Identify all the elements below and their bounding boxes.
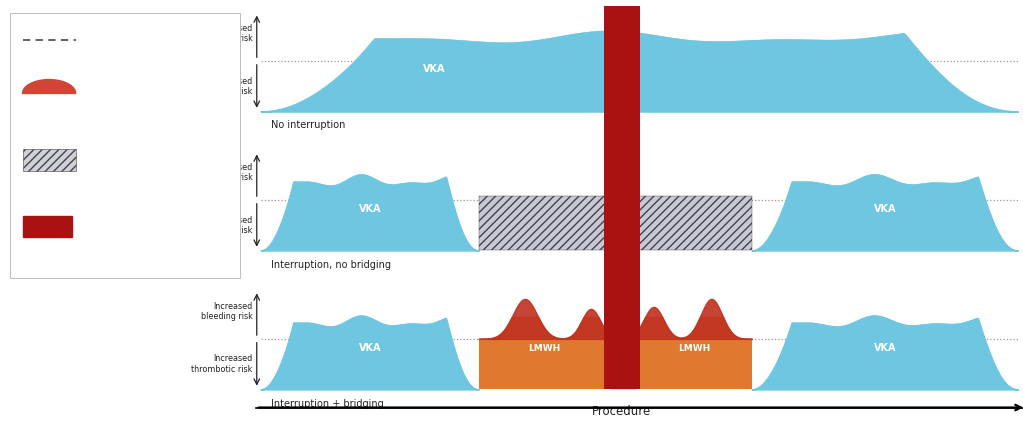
Text: Time of procedure: Time of procedure bbox=[89, 220, 192, 230]
Text: Time with
subtherapeutic
anticoagulation: Time with subtherapeutic anticoagulation bbox=[89, 137, 177, 172]
Text: VKA: VKA bbox=[874, 343, 896, 353]
Bar bbox=[23, 216, 72, 237]
Text: Increased
thrombotic risk: Increased thrombotic risk bbox=[191, 354, 253, 374]
Text: Increased
thrombotic risk: Increased thrombotic risk bbox=[191, 216, 253, 235]
Bar bbox=[604, 6, 640, 389]
Text: Therapeutic level
of anticoagulation: Therapeutic level of anticoagulation bbox=[89, 26, 192, 49]
Bar bbox=[636, 339, 752, 389]
Bar bbox=[10, 13, 240, 278]
Text: Interruption + bridging: Interruption + bridging bbox=[271, 399, 384, 409]
Text: Procedure: Procedure bbox=[592, 405, 652, 418]
Bar bbox=[611, 339, 636, 389]
Text: VKA: VKA bbox=[422, 64, 445, 75]
Bar bbox=[479, 196, 752, 250]
Text: Increased
thrombotic risk: Increased thrombotic risk bbox=[191, 77, 253, 96]
Text: Cumulative level
of anticoagulation: Cumulative level of anticoagulation bbox=[89, 76, 192, 99]
Bar bbox=[479, 339, 611, 389]
Text: VKA: VKA bbox=[359, 204, 381, 214]
Text: LMWH: LMWH bbox=[529, 344, 561, 353]
Text: Increased
bleeding risk: Increased bleeding risk bbox=[201, 163, 253, 182]
Text: VKA: VKA bbox=[359, 343, 381, 353]
Bar bbox=[23, 149, 76, 171]
Text: LMWH: LMWH bbox=[678, 344, 710, 353]
Text: Increased
bleeding risk: Increased bleeding risk bbox=[201, 302, 253, 321]
Text: Interruption, no bridging: Interruption, no bridging bbox=[271, 260, 391, 270]
Text: VKA: VKA bbox=[874, 204, 896, 214]
Text: Increased
bleeding risk: Increased bleeding risk bbox=[201, 24, 253, 43]
Text: No interruption: No interruption bbox=[271, 120, 346, 130]
Polygon shape bbox=[23, 80, 76, 93]
